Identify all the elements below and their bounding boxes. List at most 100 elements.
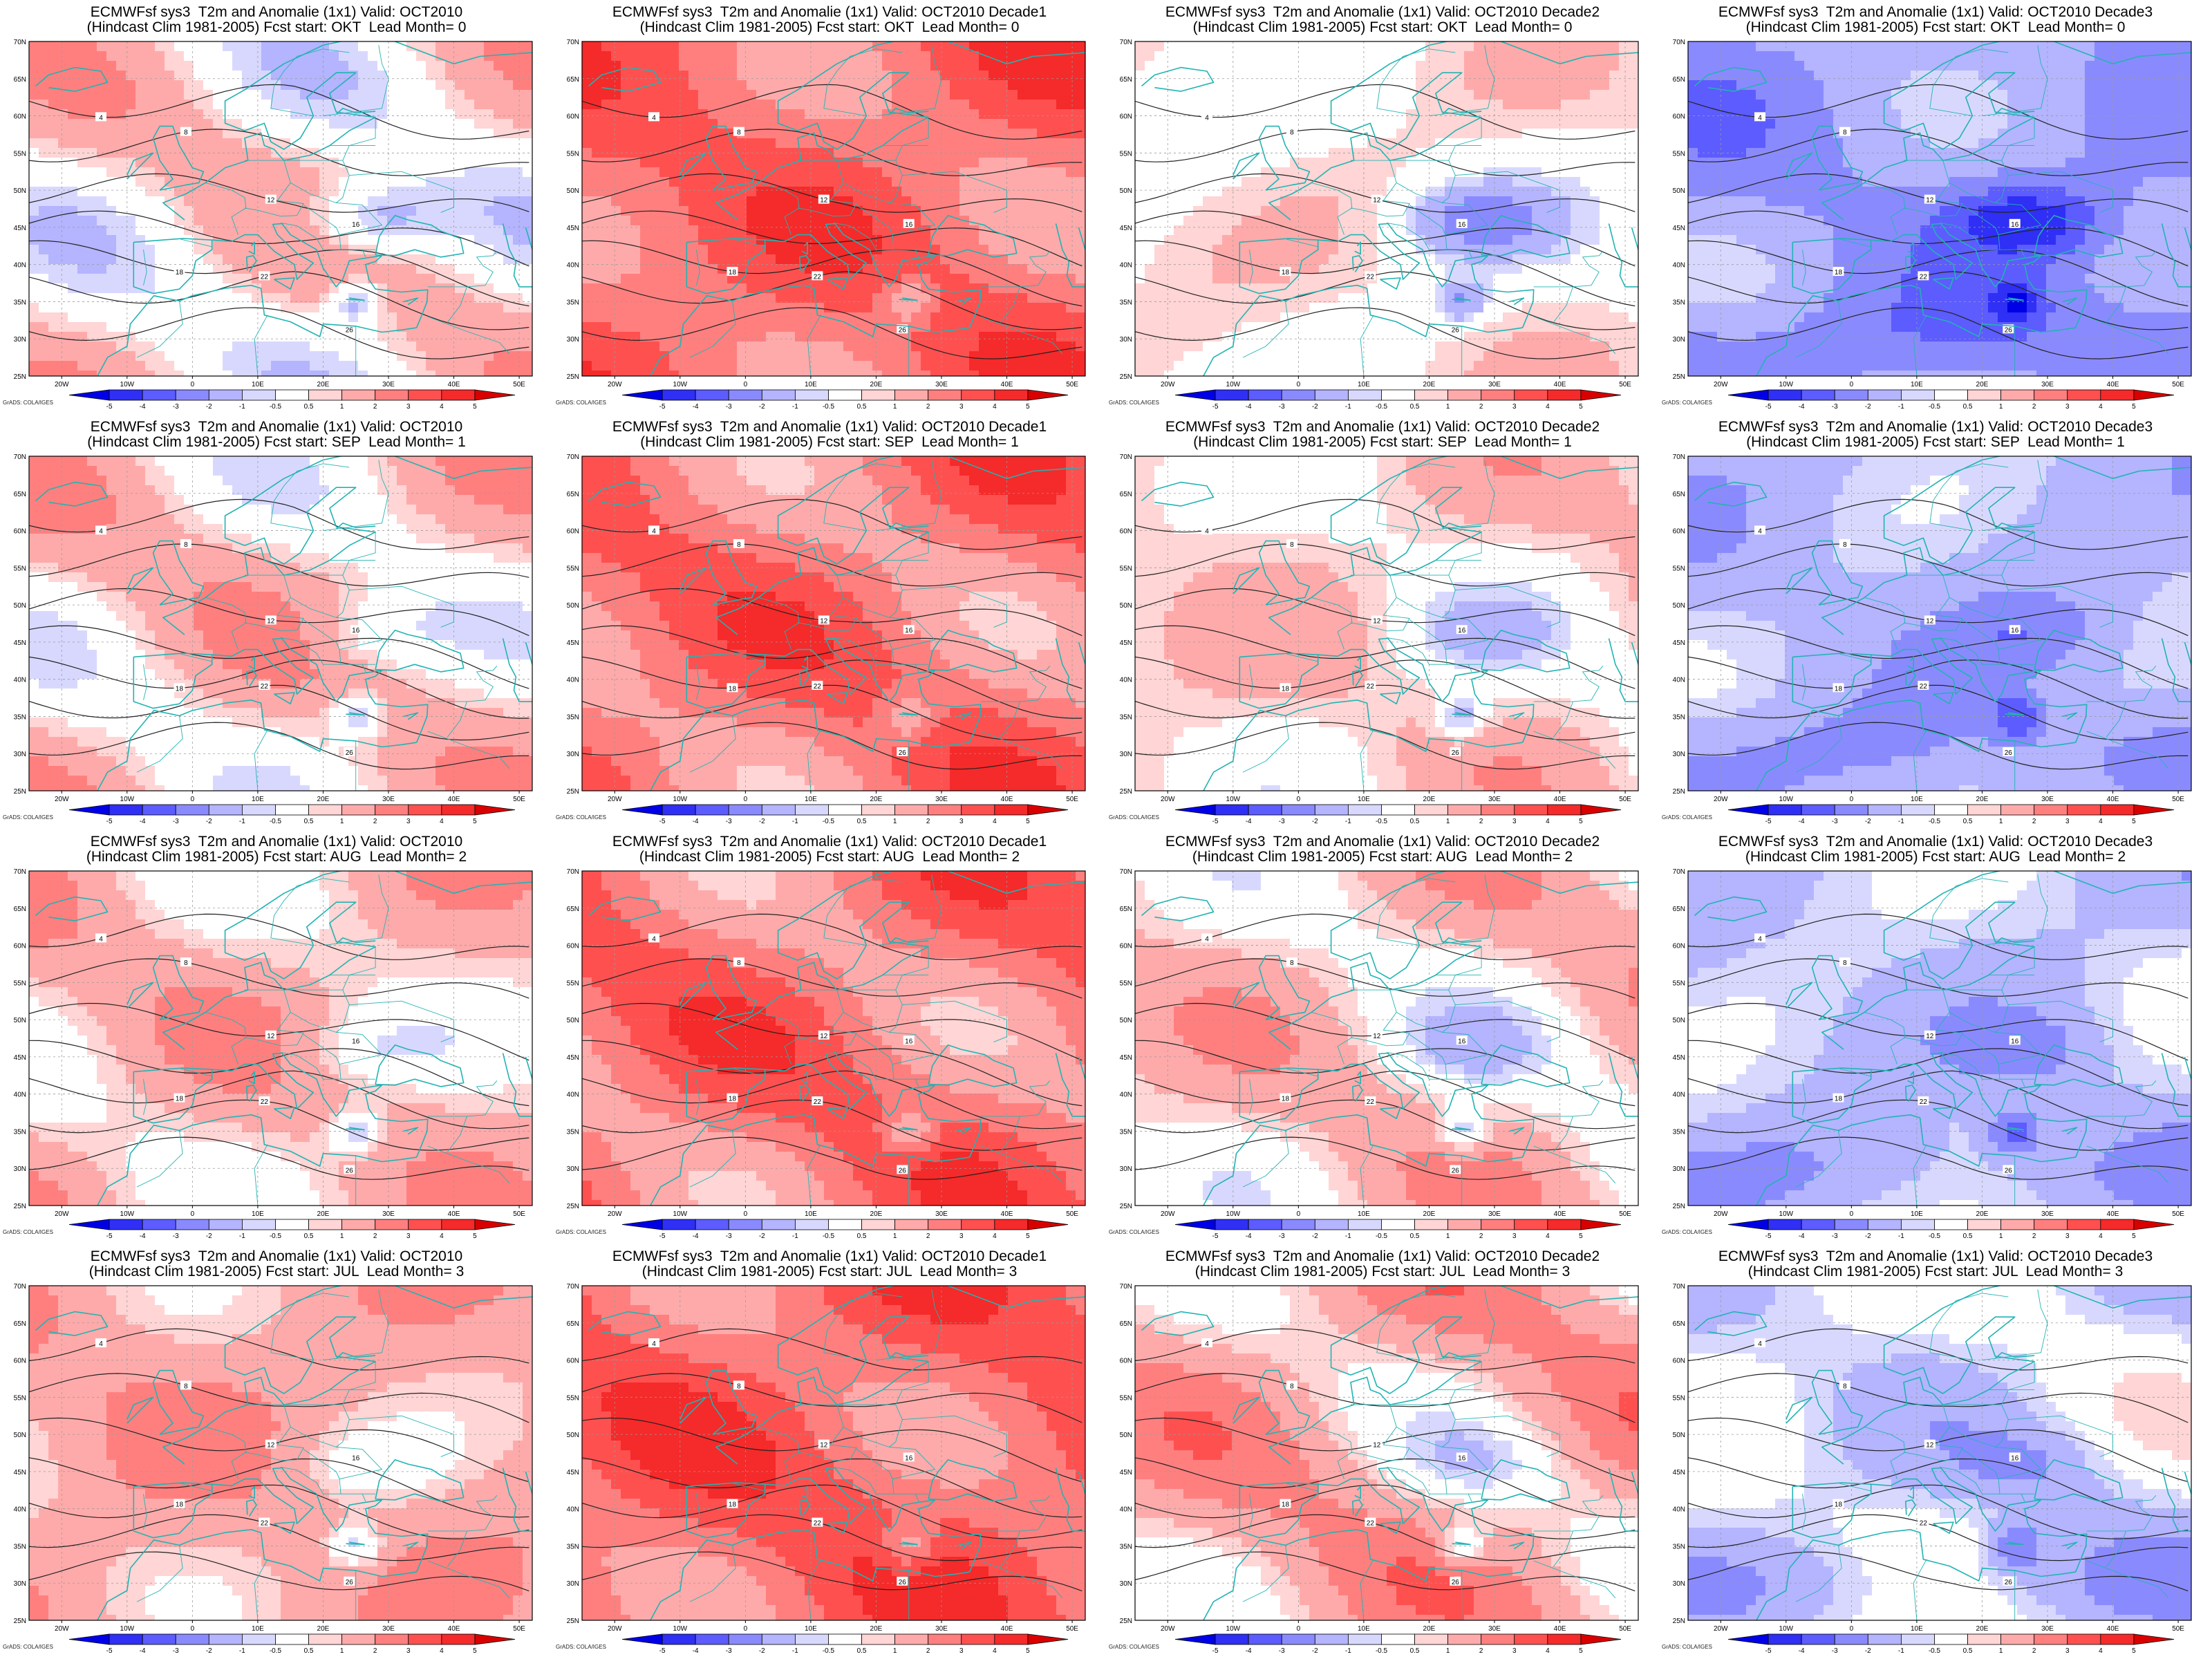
anomaly-cell (165, 129, 175, 139)
anomaly-cell (911, 51, 921, 62)
anomaly-cell (494, 129, 504, 139)
anomaly-cell (853, 341, 863, 352)
anomaly-cell (785, 177, 796, 187)
anomaly-cell (39, 341, 49, 352)
anomaly-cell (630, 109, 641, 120)
anomaly-cell (669, 245, 679, 255)
anomaly-cell (659, 61, 670, 71)
anomaly-cell (155, 274, 165, 284)
anomaly-cell (911, 187, 921, 197)
anomaly-cell (426, 254, 436, 265)
anomaly-cell (455, 371, 465, 376)
anomaly-cell (911, 90, 921, 100)
anomaly-cell (29, 177, 39, 187)
anomaly-cell (921, 158, 931, 168)
anomaly-cell (252, 322, 262, 332)
anomaly-cell (737, 51, 747, 62)
anomaly-cell (494, 177, 504, 187)
anomaly-cell (203, 371, 214, 376)
anomaly-cell (1454, 177, 1465, 187)
anomaly-cell (145, 351, 156, 362)
anomaly-cell (863, 235, 873, 245)
anomaly-cell (1474, 187, 1484, 197)
anomaly-cell (1154, 109, 1165, 120)
anomaly-cell (1251, 225, 1262, 236)
anomaly-cell (930, 283, 941, 294)
country-border (833, 222, 894, 250)
anomaly-cell (1348, 167, 1358, 178)
anomaly-cell (319, 109, 330, 120)
anomaly-cell (1212, 41, 1223, 52)
anomaly-cell (776, 341, 786, 352)
anomaly-cell (1425, 109, 1436, 120)
anomaly-cell (1212, 196, 1223, 207)
anomaly-cell (611, 332, 621, 342)
anomaly-cell (39, 109, 49, 120)
anomaly-cell (1619, 80, 1629, 91)
anomaly-cell (1580, 71, 1591, 81)
latitude-tick-label: 65N (14, 76, 26, 84)
anomaly-cell (465, 274, 475, 284)
anomaly-cell (921, 109, 931, 120)
anomaly-cell (87, 264, 97, 274)
anomaly-cell (1018, 361, 1028, 371)
anomaly-cell (1493, 177, 1503, 187)
anomaly-cell (1338, 138, 1349, 149)
anomaly-cell (68, 274, 78, 284)
coastline (403, 297, 419, 306)
anomaly-cell (766, 245, 776, 255)
temperature-contour (29, 307, 529, 359)
anomaly-cell (1232, 71, 1242, 81)
anomaly-cell (911, 80, 921, 91)
anomaly-cell (785, 71, 796, 81)
anomaly-cell (872, 100, 883, 110)
colorbar-tick-label: 3 (959, 403, 964, 411)
anomaly-cell (445, 138, 456, 149)
anomaly-cell (1348, 196, 1358, 207)
anomaly-cell (950, 225, 960, 236)
anomaly-cell (1580, 119, 1591, 129)
anomaly-cell (213, 245, 223, 255)
anomaly-cell (1056, 100, 1067, 110)
anomaly-cell (911, 129, 921, 139)
anomaly-cell (484, 371, 494, 376)
anomaly-cell (1174, 129, 1184, 139)
anomaly-cell (795, 119, 805, 129)
anomaly-cell (97, 90, 107, 100)
anomaly-cell (329, 235, 339, 245)
anomaly-cell (892, 177, 902, 187)
anomaly-cell (766, 109, 776, 120)
anomaly-cell (1232, 51, 1242, 62)
anomaly-cell (232, 322, 243, 332)
anomaly-cell (1367, 167, 1378, 178)
anomaly-cell (523, 312, 532, 323)
anomaly-cell (1232, 41, 1242, 52)
anomaly-cell (184, 351, 194, 362)
anomaly-cell (435, 351, 446, 362)
anomaly-cell (397, 80, 407, 91)
anomaly-cell (921, 41, 931, 52)
anomaly-cell (213, 187, 223, 197)
anomaly-cell (1532, 187, 1542, 197)
anomaly-cell (416, 371, 427, 376)
anomaly-cell (1203, 80, 1213, 91)
anomaly-cell (145, 332, 156, 342)
anomaly-cell (1066, 109, 1076, 120)
coastline (686, 238, 766, 294)
anomaly-cell (1203, 90, 1213, 100)
anomaly-cell (766, 80, 776, 91)
anomaly-cell (824, 119, 834, 129)
anomaly-cell (290, 119, 301, 129)
anomaly-cell (484, 158, 494, 168)
anomaly-cell (1522, 61, 1533, 71)
anomaly-cell (513, 109, 523, 120)
anomaly-cell (785, 100, 796, 110)
anomaly-cell (358, 71, 368, 81)
anomaly-cell (1193, 177, 1203, 187)
anomaly-cell (669, 71, 679, 81)
colorbar-tick-label: 4 (440, 403, 444, 411)
anomaly-cell (1338, 206, 1349, 216)
anomaly-cell (621, 167, 631, 178)
anomaly-cell (640, 322, 650, 332)
anomaly-cell (300, 129, 310, 139)
